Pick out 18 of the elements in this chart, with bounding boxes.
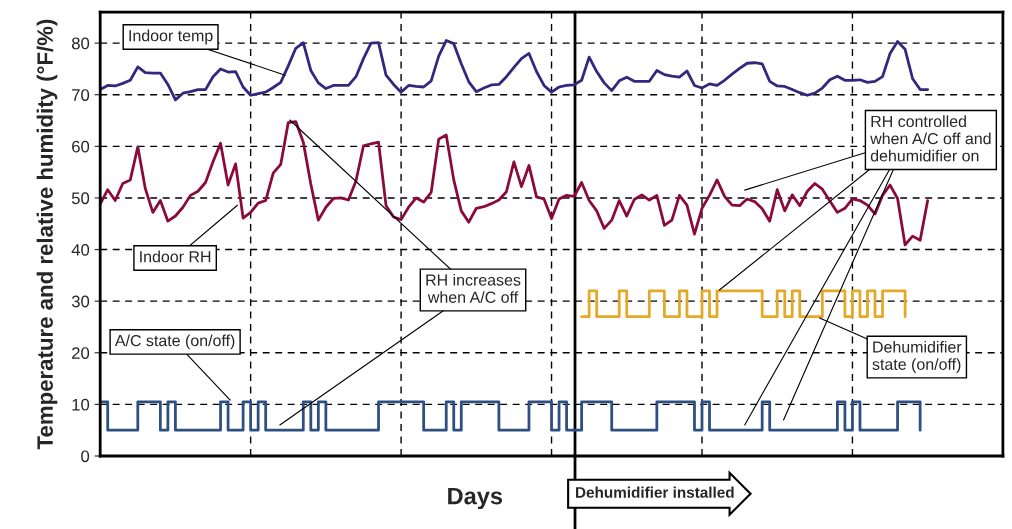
annotation: Indoor RH: [140, 250, 211, 263]
annotation: RH increases when A/C off: [426, 273, 521, 303]
annotation: Indoor temp: [129, 29, 213, 45]
y-tick-label: 0: [81, 450, 90, 463]
y-tick-label: 50: [71, 192, 90, 205]
annotation: RH controlled when A/C off and dehumidifier on: [870, 115, 991, 162]
text: Dehumidifier installed: [576, 486, 734, 498]
y-tick-label: 60: [72, 140, 90, 153]
y-tick-label: 80: [71, 37, 90, 50]
y-tick-label: 70: [72, 89, 90, 101]
y-tick-label: 20: [72, 347, 90, 359]
y-tick-label: 40: [71, 243, 90, 256]
y-axis-title: Temperature and relative humidity (°F/%): [36, 19, 58, 450]
y-tick-label: 10: [72, 398, 90, 411]
annotation: Dehumidifier state (on/off): [872, 340, 962, 374]
x-axis-title: Days: [448, 487, 503, 510]
y-tick-label: 30: [71, 295, 90, 308]
annotation: A/C state (on/off): [114, 334, 235, 350]
